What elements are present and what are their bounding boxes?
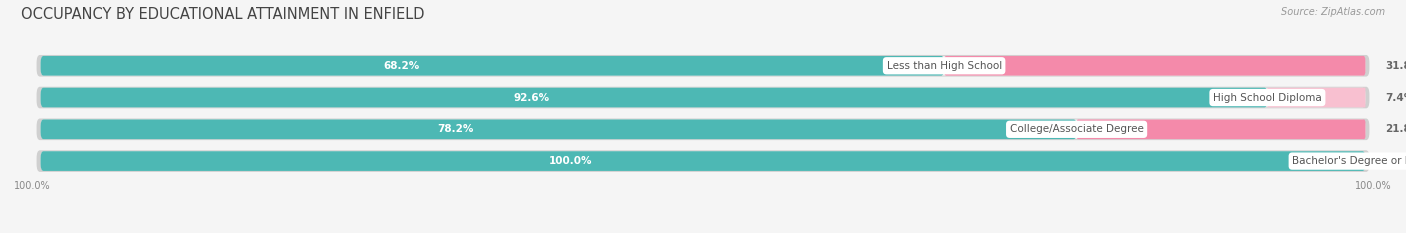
FancyBboxPatch shape [41, 151, 1365, 171]
Text: 31.8%: 31.8% [1385, 61, 1406, 71]
Text: 21.8%: 21.8% [1385, 124, 1406, 134]
FancyBboxPatch shape [41, 120, 1365, 139]
Text: College/Associate Degree: College/Associate Degree [1010, 124, 1143, 134]
FancyBboxPatch shape [37, 87, 1369, 108]
Text: OCCUPANCY BY EDUCATIONAL ATTAINMENT IN ENFIELD: OCCUPANCY BY EDUCATIONAL ATTAINMENT IN E… [21, 7, 425, 22]
Text: Source: ZipAtlas.com: Source: ZipAtlas.com [1281, 7, 1385, 17]
Text: Less than High School: Less than High School [887, 61, 1001, 71]
FancyBboxPatch shape [41, 151, 1365, 171]
Text: 100.0%: 100.0% [548, 156, 592, 166]
FancyBboxPatch shape [1077, 120, 1365, 139]
FancyBboxPatch shape [945, 56, 1365, 76]
Text: 100.0%: 100.0% [14, 181, 51, 191]
Legend: Owner-occupied, Renter-occupied: Owner-occupied, Renter-occupied [588, 230, 818, 233]
FancyBboxPatch shape [41, 56, 945, 76]
Text: Bachelor's Degree or higher: Bachelor's Degree or higher [1292, 156, 1406, 166]
FancyBboxPatch shape [41, 56, 1365, 76]
FancyBboxPatch shape [37, 119, 1369, 140]
FancyBboxPatch shape [41, 120, 1077, 139]
FancyBboxPatch shape [37, 55, 1369, 77]
FancyBboxPatch shape [37, 150, 1369, 172]
FancyBboxPatch shape [41, 88, 1365, 107]
Text: 68.2%: 68.2% [384, 61, 420, 71]
Text: High School Diploma: High School Diploma [1213, 93, 1322, 103]
Text: 0.0%: 0.0% [1385, 156, 1406, 166]
Text: 78.2%: 78.2% [437, 124, 474, 134]
FancyBboxPatch shape [41, 88, 1267, 107]
Text: 7.4%: 7.4% [1385, 93, 1406, 103]
Text: 100.0%: 100.0% [1355, 181, 1392, 191]
FancyBboxPatch shape [1267, 88, 1365, 107]
Text: 92.6%: 92.6% [513, 93, 550, 103]
